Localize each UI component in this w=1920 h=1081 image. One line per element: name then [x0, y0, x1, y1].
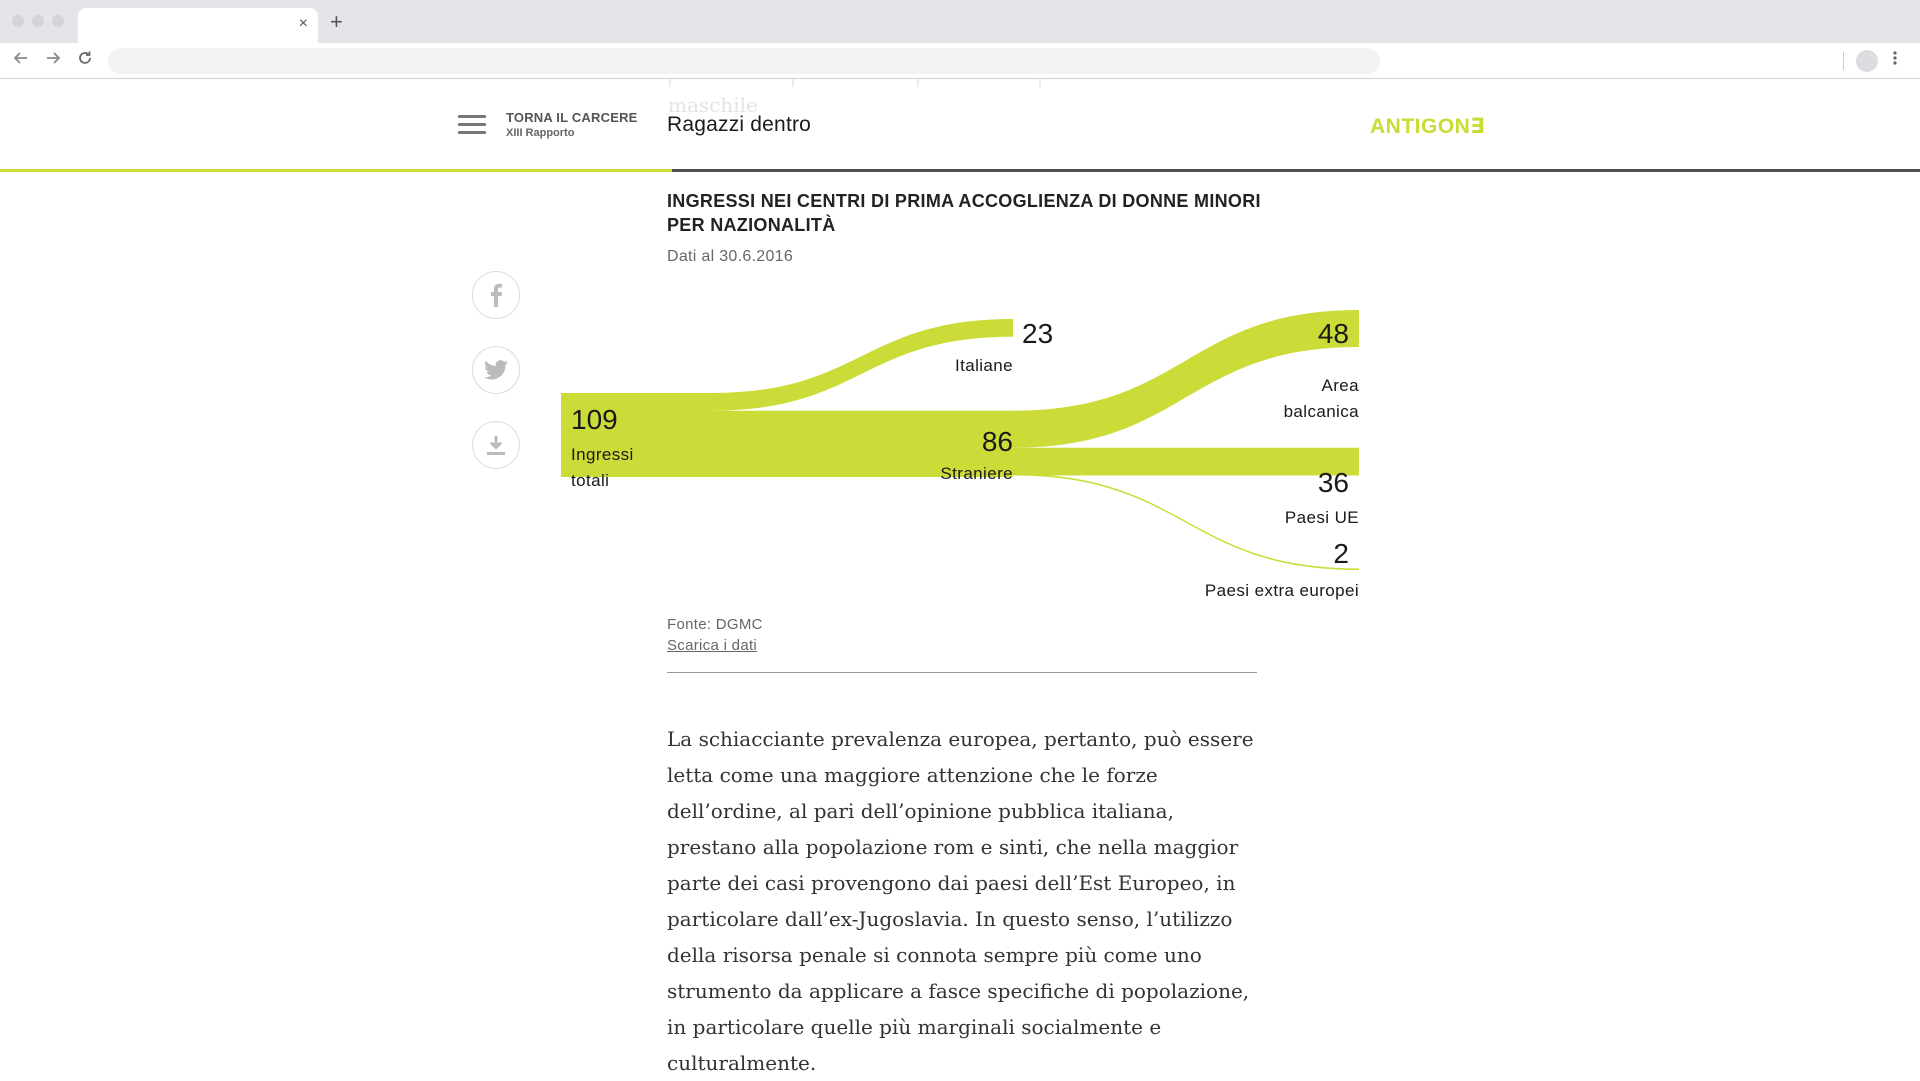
minimize-window-dot[interactable] — [32, 15, 44, 27]
download-button[interactable] — [472, 421, 520, 469]
value-paesi-ue: 36 — [1318, 467, 1349, 498]
link-totali-straniere — [711, 410, 1013, 477]
chrome-divider — [0, 78, 1920, 79]
arrow-left-icon[interactable] — [12, 49, 30, 70]
browser-tab[interactable]: × — [78, 8, 318, 43]
reading-progress-fill — [0, 169, 672, 172]
web-page: maschile TORNA IL CARCERE XIII Rapporto … — [0, 79, 1920, 1080]
profile-avatar[interactable] — [1856, 50, 1878, 72]
menu-hamburger-icon[interactable] — [458, 115, 486, 135]
article-paragraph: La schiacciante prevalenza europea, pert… — [667, 727, 1254, 1075]
label-totali: totali — [571, 471, 609, 490]
scrolled-ghost-text: maschile — [668, 93, 758, 117]
label-area: Area — [1321, 376, 1359, 395]
antigone-logo[interactable]: ANTIGON∃ — [1370, 115, 1486, 138]
site-header: maschile TORNA IL CARCERE XIII Rapporto … — [0, 79, 1920, 171]
chart-subtitle: Dati al 30.6.2016 — [667, 248, 794, 265]
facebook-share-button[interactable] — [472, 271, 520, 319]
arrow-right-icon[interactable] — [44, 49, 62, 70]
chart-source: Fonte: DGMC — [667, 616, 763, 633]
value-ingressi-totali: 109 — [571, 404, 618, 435]
address-bar[interactable] — [108, 48, 1380, 74]
facebook-icon — [491, 283, 502, 307]
tab-strip: × + — [0, 0, 1920, 43]
link-straniere-balcanica — [1013, 310, 1359, 448]
chart-title: INGRESSI NEI CENTRI DI PRIMA ACCOGLIENZA… — [667, 191, 1261, 235]
page-title: Ragazzi dentro — [667, 113, 812, 136]
back-link-title: TORNA IL CARCERE — [506, 110, 638, 125]
label-paesi-ue: Paesi UE — [1285, 508, 1359, 527]
twitter-icon — [484, 360, 508, 380]
back-link-subtitle: XIII Rapporto — [506, 127, 575, 139]
label-balcanica: balcanica — [1284, 402, 1360, 421]
label-paesi-extra-europei: Paesi extra europei — [1205, 581, 1359, 600]
download-data-link[interactable]: Scarica i dati — [667, 637, 758, 654]
close-window-dot[interactable] — [12, 15, 24, 27]
reload-icon[interactable] — [76, 49, 94, 70]
download-icon — [487, 436, 505, 455]
twitter-share-button[interactable] — [472, 346, 520, 394]
label-straniere: Straniere — [940, 464, 1013, 483]
reading-progress-track — [0, 169, 1920, 172]
value-paesi-extra-europei: 2 — [1333, 538, 1349, 569]
window-controls — [12, 15, 64, 27]
tab-close-icon[interactable]: × — [298, 15, 308, 32]
back-to-report-link[interactable]: TORNA IL CARCERE XIII Rapporto — [506, 110, 638, 139]
value-italiane: 23 — [1022, 318, 1053, 349]
toolbar-separator — [1843, 52, 1844, 70]
label-italiane: Italiane — [955, 356, 1013, 375]
label-ingressi: Ingressi — [571, 445, 634, 464]
menu-kebab-icon[interactable] — [1892, 50, 1898, 70]
link-straniere-ue — [1013, 447, 1359, 476]
new-tab-icon[interactable]: + — [330, 9, 343, 34]
browser-chrome: × + — [0, 0, 1920, 79]
link-straniere-extra — [1013, 473, 1359, 570]
chart-divider — [667, 672, 1257, 673]
ghost-chart-ticks — [669, 79, 1041, 87]
value-straniere: 86 — [982, 426, 1013, 457]
node-ingressi-totali — [561, 393, 711, 477]
maximize-window-dot[interactable] — [52, 15, 64, 27]
link-totali-italiane — [711, 319, 1013, 411]
